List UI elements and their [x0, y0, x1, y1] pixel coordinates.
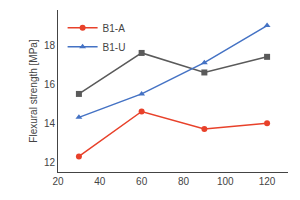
svg-text:18: 18 [44, 40, 56, 51]
svg-text:60: 60 [136, 176, 148, 187]
svg-text:12: 12 [44, 157, 56, 168]
svg-text:120: 120 [259, 176, 276, 187]
svg-text:16: 16 [44, 79, 56, 90]
svg-text:40: 40 [94, 176, 106, 187]
svg-text:80: 80 [178, 176, 190, 187]
svg-text:100: 100 [217, 176, 234, 187]
svg-text:14: 14 [44, 118, 56, 129]
svg-text:Flexural strength [MPa]: Flexural strength [MPa] [28, 39, 39, 143]
svg-text:B1-U: B1-U [103, 42, 126, 53]
svg-text:B1-A: B1-A [103, 23, 126, 34]
svg-text:20: 20 [52, 176, 64, 187]
